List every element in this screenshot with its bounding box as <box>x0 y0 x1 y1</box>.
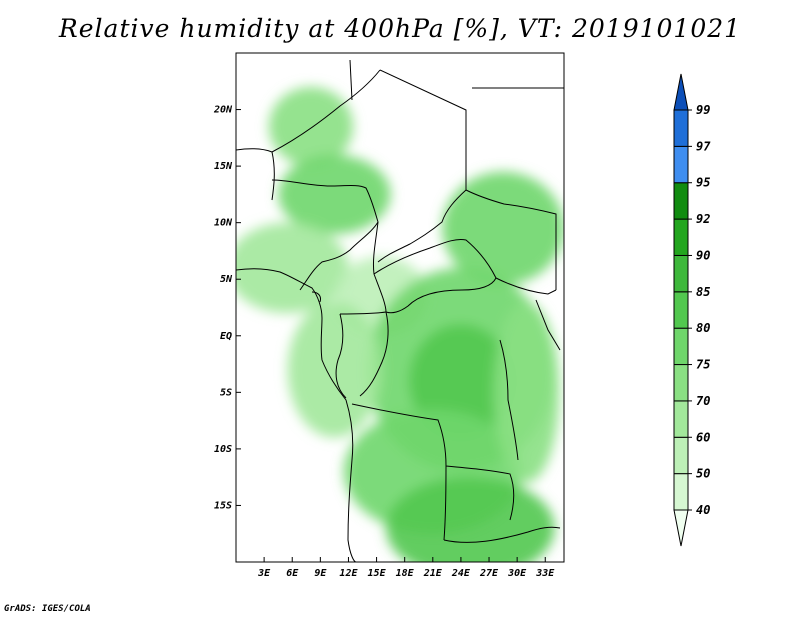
lon-tick-label: 6E <box>286 568 299 579</box>
colorbar-swatch <box>673 327 689 366</box>
lat-tick-label: 20N <box>213 105 233 116</box>
border-drc-angola <box>351 403 515 521</box>
colorbar-label: 80 <box>696 321 710 335</box>
lat-tick-label: 5N <box>220 274 233 285</box>
colorbar-label: 40 <box>696 503 710 517</box>
humidity-region-4 <box>442 171 564 285</box>
lat-tick-label: 15N <box>214 161 233 172</box>
lon-tick-label: 9E <box>314 568 327 579</box>
colorbar-swatch <box>673 400 689 438</box>
humidity-region-0 <box>268 86 354 167</box>
border-chad <box>377 69 467 263</box>
lon-tick-label: 30E <box>507 568 527 579</box>
colorbar-swatch <box>673 254 689 293</box>
lon-tick-label: 21E <box>423 568 443 579</box>
colorbar-swatch <box>673 218 689 256</box>
border-gulf-guinea-islands <box>311 291 321 303</box>
colorbar-label: 60 <box>696 430 710 444</box>
colorbar-swatch <box>673 364 689 402</box>
colorbar-label: 92 <box>696 212 710 226</box>
colorbar-label: 75 <box>696 358 710 372</box>
humidity-field <box>236 53 564 562</box>
lon-tick-label: 3E <box>257 568 271 579</box>
humidity-region-10 <box>287 301 382 438</box>
humidity-region-2 <box>236 222 349 314</box>
border-congo <box>335 311 389 399</box>
map-frame <box>235 52 565 563</box>
latitude-axis: 20N 15N 10N 5N EQ 5S 10S 15S <box>213 105 241 511</box>
border-cameroon <box>339 221 387 315</box>
colorbar-label: 85 <box>696 285 710 299</box>
longitude-axis: 3E 6E 9E 12E 15E 18E 21E 24E 27E 30E 33E <box>257 557 555 579</box>
lat-tick-label: 10S <box>214 444 232 455</box>
lat-tick-label: 10N <box>214 218 233 229</box>
grads-credit: GrADS: IGES/COLA <box>4 604 91 614</box>
colorbar-max-extend <box>673 73 689 111</box>
border-sudan <box>465 189 557 290</box>
border-sahara <box>236 59 381 201</box>
colorbar-label: 50 <box>696 467 710 481</box>
colorbar-swatch <box>673 109 689 147</box>
colorbar-swatch <box>673 291 689 329</box>
country-borders <box>236 59 564 562</box>
lat-tick-label: 15S <box>214 500 232 511</box>
lon-tick-label: 33E <box>535 568 555 579</box>
colorbar: 40 50 60 70 75 80 85 90 92 95 97 99 <box>673 73 711 547</box>
colorbar-swatch <box>673 473 689 511</box>
border-zambia <box>443 465 561 543</box>
humidity-region-1 <box>278 154 391 234</box>
lon-tick-label: 27E <box>479 568 499 579</box>
lon-tick-label: 15E <box>368 568 387 579</box>
lat-tick-label: 5S <box>220 387 232 398</box>
lat-tick-label: EQ <box>220 331 232 342</box>
colorbar-swatch <box>673 436 689 475</box>
colorbar-label: 95 <box>696 176 710 190</box>
lon-tick-label: 12E <box>339 568 358 579</box>
colorbar-label: 97 <box>696 139 711 153</box>
coastline <box>236 268 357 562</box>
humidity-region-9 <box>493 301 560 483</box>
map-title: Relative humidity at 400hPa [%], VT: 201… <box>58 14 742 43</box>
colorbar-label: 99 <box>696 103 710 117</box>
colorbar-min-extend <box>673 509 689 547</box>
colorbar-label: 90 <box>696 248 710 262</box>
colorbar-label: 70 <box>696 394 710 408</box>
humidity-region-8 <box>385 477 555 562</box>
lon-tick-label: 24E <box>451 568 471 579</box>
border-great-lakes <box>499 299 561 461</box>
border-south-sudan <box>495 277 557 295</box>
colorbar-swatch <box>673 182 689 220</box>
humidity-region-6 <box>409 324 513 438</box>
lon-tick-label: 18E <box>396 568 415 579</box>
colorbar-swatch <box>673 145 689 184</box>
